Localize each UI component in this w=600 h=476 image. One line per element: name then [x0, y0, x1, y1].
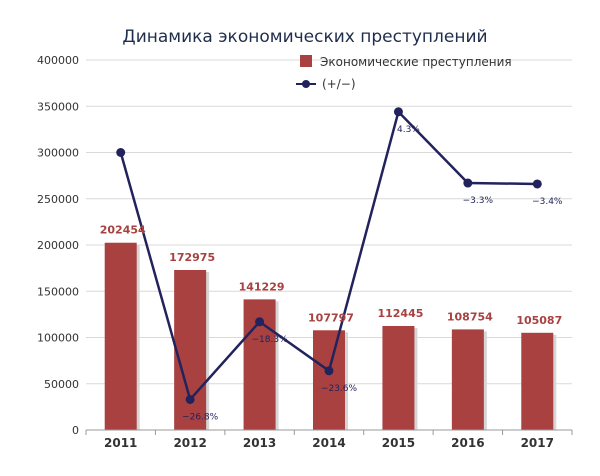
legend: Экономические преступления (+/−) — [296, 55, 512, 91]
bar-value-label: 141229 — [239, 280, 285, 293]
bar-value-label: 202454 — [100, 224, 146, 237]
x-tick-label: 2011 — [104, 436, 137, 450]
y-tick-label: 350000 — [37, 100, 79, 113]
line-value-label: −23.6% — [321, 384, 358, 394]
line-point — [185, 394, 195, 404]
legend-marker-line — [302, 80, 310, 88]
line-point — [532, 179, 542, 189]
line-value-label: −3.3% — [463, 196, 494, 206]
line-point — [324, 366, 334, 376]
y-tick-label: 400000 — [37, 54, 79, 67]
bar — [382, 325, 415, 430]
x-tick-label: 2016 — [451, 436, 484, 450]
x-tick-label: 2012 — [173, 436, 206, 450]
line-series — [116, 107, 542, 404]
chart-title: Динамика экономических преступлений — [122, 27, 487, 47]
x-tick-label: 2013 — [243, 436, 276, 450]
x-tick-label: 2014 — [312, 436, 345, 450]
bar-value-label: 112445 — [377, 307, 423, 320]
bar-value-label: 105087 — [516, 314, 562, 327]
line-value-label: −18.3% — [252, 335, 289, 345]
y-tick-label: 150000 — [37, 285, 79, 298]
line-point — [463, 178, 473, 188]
grid — [86, 59, 572, 431]
bar-value-label: 108754 — [447, 310, 493, 323]
line-point — [255, 317, 265, 327]
line-value-label: 4.3% — [397, 125, 420, 135]
line-value-label: −3.4% — [532, 197, 563, 207]
legend-label-bars: Экономические преступления — [320, 55, 512, 69]
bar-value-label: 172975 — [169, 251, 215, 264]
line-point — [393, 107, 403, 117]
y-tick-label: 300000 — [37, 147, 79, 160]
y-tick-label: 50000 — [44, 378, 79, 391]
y-tick-label: 200000 — [37, 239, 79, 252]
legend-label-line: (+/−) — [322, 77, 356, 91]
bar — [521, 332, 554, 430]
x-axis: 2011 2012 2013 2014 2015 2016 2017 — [85, 429, 573, 450]
bar-value-label: 107797 — [308, 311, 354, 324]
bar — [451, 329, 484, 430]
line-labels: −26.8% −18.3% −23.6% 4.3% −3.3% −3.4% — [182, 125, 563, 423]
x-tick-label: 2015 — [382, 436, 415, 450]
line-value-label: −26.8% — [182, 412, 219, 422]
y-axis: 0 50000 100000 150000 200000 250000 300000 3500… — [37, 54, 79, 437]
legend-swatch-bars — [300, 55, 312, 67]
bar — [174, 269, 207, 430]
y-tick-label: 0 — [72, 424, 79, 437]
bar-labels: 202454 172975 141229 107797 112445 108754 1050… — [100, 224, 563, 327]
bar-series — [104, 242, 557, 430]
bar — [104, 242, 137, 430]
y-tick-label: 100000 — [37, 332, 79, 345]
y-tick-label: 250000 — [37, 193, 79, 206]
line-point — [116, 148, 126, 157]
bar — [313, 330, 345, 430]
x-tick-label: 2017 — [521, 436, 554, 450]
